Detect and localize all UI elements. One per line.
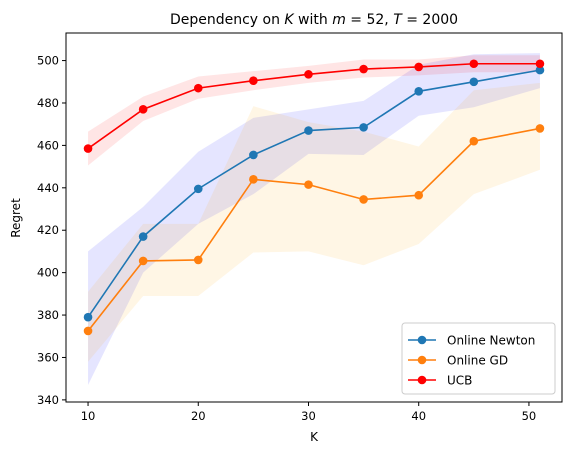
series-markers [83,59,545,336]
legend-box [401,322,556,395]
y-tick-label: 400 [37,266,59,280]
y-tick-label: 480 [37,96,59,110]
legend-label: Online GD [447,354,508,368]
data-point [359,123,368,132]
legend-label: Online Newton [447,334,535,348]
data-point [304,70,313,79]
confidence-band [88,55,540,166]
data-point [83,144,93,153]
chart-title: Dependency on K with m = 52, T = 2000 [170,12,458,28]
data-point [193,255,203,265]
legend-label: UCB [447,374,472,388]
y-tick-label: 420 [37,223,59,237]
data-point [304,180,313,189]
data-point [414,87,424,96]
data-point [138,105,148,114]
data-point [249,150,258,160]
legend: Online Newton Online GD UCB [401,322,556,395]
data-point [469,77,479,87]
y-tick-label: 500 [37,54,59,68]
data-point [359,64,368,74]
legend-marker [417,375,427,385]
y-tick-label: 340 [37,393,59,407]
y-axis-ticks: 340 360 380 400 420 440 460 480 500 [37,54,66,407]
data-point [535,65,545,75]
x-axis-label: K [310,430,319,444]
x-tick-label: 30 [301,409,316,423]
y-tick-label: 380 [37,308,59,322]
data-point [469,136,479,146]
x-tick-label: 10 [81,409,96,423]
data-point [83,326,93,336]
data-point [83,312,93,322]
data-point [138,232,148,241]
data-point [414,62,424,72]
data-point [414,190,424,200]
y-tick-label: 360 [37,350,59,364]
confidence-band [88,53,540,386]
x-tick-label: 50 [522,409,537,423]
x-tick-label: 40 [411,409,426,423]
confidence-bands [88,53,540,386]
data-point [249,76,258,86]
y-axis-label: Regret [9,198,23,238]
data-point [535,124,545,133]
data-point [304,126,313,135]
data-point [193,184,203,194]
x-axis-ticks: 10 20 30 40 50 [81,402,537,423]
data-point [138,256,148,266]
legend-marker [417,355,427,365]
confidence-band [88,82,540,362]
data-point [469,59,479,69]
data-point [193,83,203,93]
data-point [535,59,545,69]
plot-frame [65,32,563,403]
y-tick-label: 440 [37,181,59,195]
y-tick-label: 460 [37,138,59,152]
data-point [249,175,258,184]
legend-marker [417,335,427,345]
data-point [359,195,368,204]
x-tick-label: 20 [191,409,206,423]
